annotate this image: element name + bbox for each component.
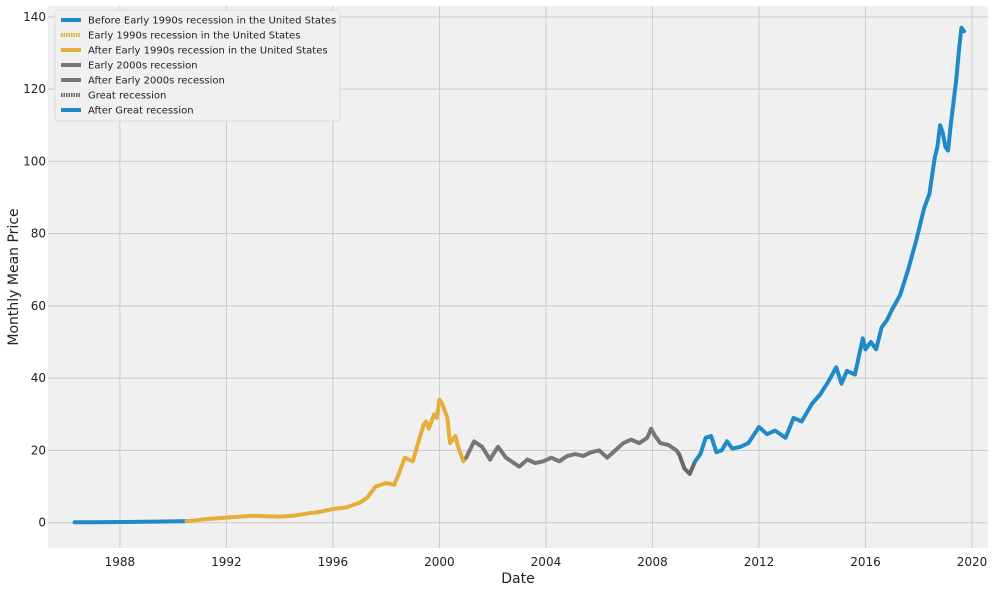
y-tick-label: 60 bbox=[31, 299, 46, 313]
series-line-1 bbox=[72, 519, 189, 525]
y-tick-label: 0 bbox=[38, 516, 46, 530]
series-line-5 bbox=[488, 426, 682, 469]
x-tick-label: 2012 bbox=[744, 555, 775, 569]
series-line-3 bbox=[203, 397, 469, 522]
y-tick-label: 140 bbox=[23, 10, 46, 24]
legend-label: After Early 1990s recession in the Unite… bbox=[88, 46, 328, 57]
series-line-7 bbox=[693, 25, 966, 464]
legend: Before Early 1990s recession in the Unit… bbox=[54, 9, 341, 122]
x-tick-label: 1996 bbox=[318, 555, 349, 569]
x-tick-label: 1988 bbox=[105, 555, 136, 569]
x-tick-label: 2020 bbox=[957, 555, 988, 569]
x-tick-label: 2000 bbox=[424, 555, 455, 569]
series-line-6 bbox=[677, 452, 698, 476]
series-line-2 bbox=[184, 517, 208, 524]
legend-label: After Great recession bbox=[88, 106, 194, 117]
legend-label: Before Early 1990s recession in the Unit… bbox=[88, 16, 336, 27]
x-tick-label: 1992 bbox=[211, 555, 242, 569]
series-line-4 bbox=[464, 439, 492, 462]
legend-label: Great recession bbox=[88, 91, 166, 102]
x-tick-label: 2008 bbox=[637, 555, 668, 569]
y-tick-label: 80 bbox=[31, 227, 46, 241]
x-tick-label: 2004 bbox=[531, 555, 562, 569]
legend-label: Early 1990s recession in the United Stat… bbox=[88, 31, 300, 42]
legend-box bbox=[54, 9, 341, 122]
tick-labels: 1988 1992 1996 2000 2004 2008 2012 2016 2020 0 20 4… bbox=[23, 10, 987, 569]
y-tick-label: 20 bbox=[31, 443, 46, 457]
y-axis-label: Monthly Mean Price bbox=[6, 208, 22, 345]
x-axis-label: Date bbox=[501, 571, 534, 587]
y-tick-label: 120 bbox=[23, 82, 46, 96]
x-tick-label: 2016 bbox=[850, 555, 881, 569]
y-tick-label: 40 bbox=[31, 371, 46, 385]
y-tick-label: 100 bbox=[23, 154, 46, 168]
legend-label: After Early 2000s recession bbox=[88, 76, 225, 87]
series-lines bbox=[72, 25, 966, 525]
legend-label: Early 2000s recession bbox=[88, 61, 198, 72]
